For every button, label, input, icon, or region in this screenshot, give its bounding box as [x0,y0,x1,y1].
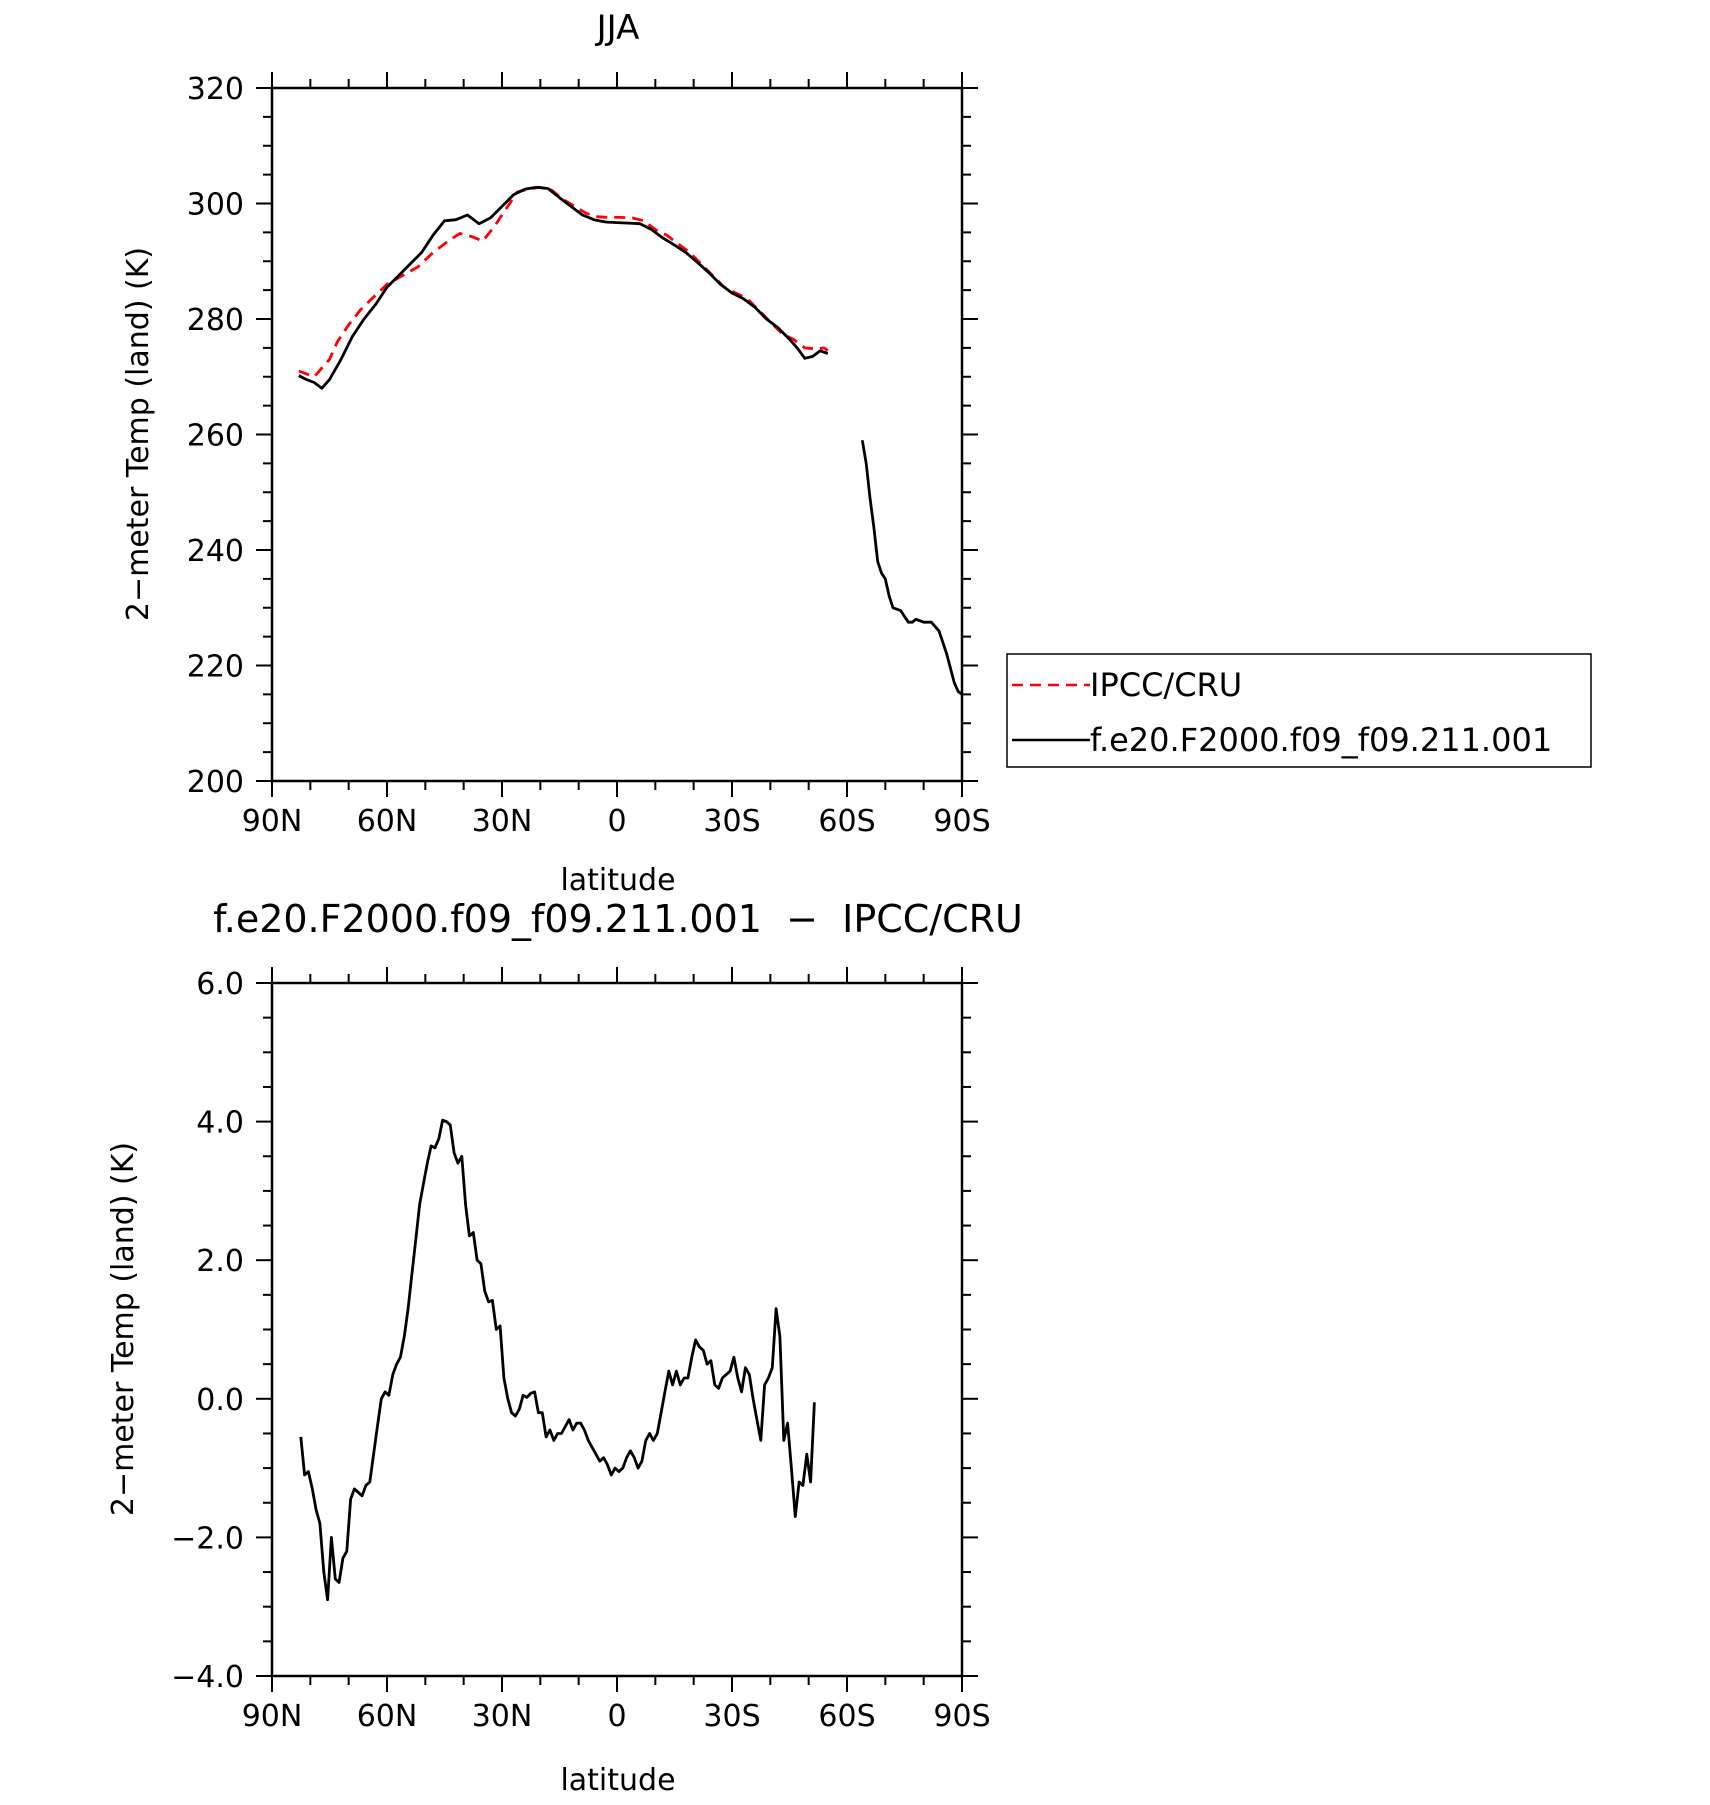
y-ticks: 200 220 240 260 280 300 320 [187,72,978,800]
legend-box [1006,653,1592,768]
x-axis-label: latitude [560,1763,675,1798]
y-tick-label: −2.0 [171,1521,244,1556]
y-axis-label: 2−meter Temp (land) (K) [121,247,156,621]
plot-frame [270,86,964,783]
x-tick-label: 0 [607,804,626,839]
y-tick-label: 0.0 [196,1383,244,1418]
x-tick-label: 30S [703,1699,760,1734]
y-tick-label: 240 [187,534,244,569]
x-ticks: 90N 60N 30N 0 30S 60S 90S [242,72,991,839]
series-line [860,440,963,696]
y-tick-label: 200 [187,765,244,800]
series-line [299,1118,816,1602]
x-tick-label: 60S [818,804,875,839]
x-axis-label: latitude [560,863,675,898]
chart-title: JJA [595,8,640,48]
chart-title: f.e20.F2000.f09_f09.211.001 − IPCC/CRU [213,897,1023,941]
bottom-panel-difference: f.e20.F2000.f09_f09.211.001 − IPCC/CRU −… [106,897,1023,1798]
y-tick-label: 6.0 [196,967,244,1002]
series-line [298,185,829,379]
x-tick-label: 30N [472,804,533,839]
plot-frame [270,981,964,1678]
y-axis-label: 2−meter Temp (land) (K) [106,1142,141,1516]
y-tick-label: 2.0 [196,1244,244,1279]
y-tick-label: 280 [187,303,244,338]
x-tick-label: 60N [357,1699,418,1734]
x-tick-label: 90S [933,804,990,839]
y-ticks: −4.0 −2.0 0.0 2.0 4.0 6.0 [171,967,978,1695]
x-tick-label: 30S [703,804,760,839]
data-lines [298,185,963,696]
data-lines [299,1118,816,1602]
legend-label-ipcc-cru: IPCC/CRU [1090,666,1242,704]
top-panel-jja: JJA 200 220 240 260 280 300 320 90N 60N 30N 0 30S 6… [121,8,1592,898]
y-tick-label: 320 [187,72,244,107]
y-tick-label: 260 [187,419,244,454]
y-tick-label: −4.0 [171,1660,244,1695]
x-tick-label: 90N [242,804,303,839]
x-tick-label: 30N [472,1699,533,1734]
legend-label-model: f.e20.F2000.f09_f09.211.001 [1090,721,1552,759]
x-tick-label: 0 [607,1699,626,1734]
x-tick-label: 60N [357,804,418,839]
x-tick-label: 60S [818,1699,875,1734]
y-tick-label: 300 [187,188,244,223]
series-line [298,185,829,390]
x-ticks: 90N 60N 30N 0 30S 60S 90S [242,967,991,1734]
y-tick-label: 4.0 [196,1106,244,1141]
x-tick-label: 90S [933,1699,990,1734]
legend: IPCC/CRU f.e20.F2000.f09_f09.211.001 [1006,653,1592,768]
x-tick-label: 90N [242,1699,303,1734]
y-tick-label: 220 [187,650,244,685]
